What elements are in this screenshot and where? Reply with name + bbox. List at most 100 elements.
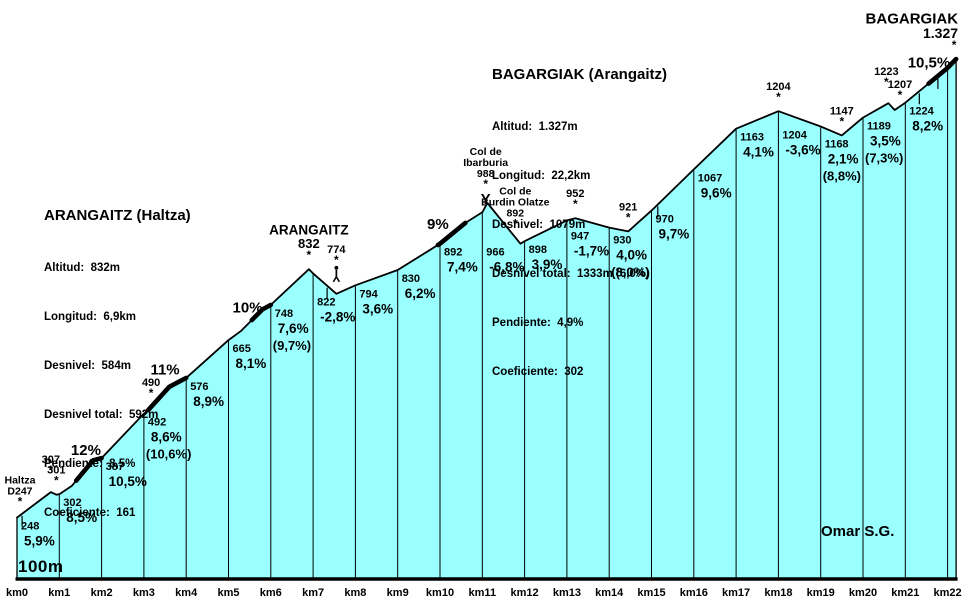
figure-icon	[335, 276, 341, 283]
max-gradient-label: (10,6%)	[146, 447, 192, 462]
altitude-label: 492	[148, 417, 166, 429]
altitude-label: 966	[486, 247, 504, 259]
callout-label: Col de	[470, 146, 502, 158]
figure-icon	[332, 276, 338, 283]
km-axis-label: km21	[891, 587, 919, 599]
km-axis-label: km1	[48, 587, 70, 599]
gradient-label: 7,6%	[278, 321, 309, 336]
callout-label: Col de	[499, 185, 531, 197]
callout-label: 1204	[766, 81, 791, 93]
gradient-label: 8,6%	[151, 430, 182, 445]
steep-section	[435, 220, 468, 248]
gradient-label: 8,5%	[66, 510, 97, 525]
max-gradient-label: (7,3%)	[865, 151, 903, 166]
baseline-altitude-label: 100m	[18, 557, 64, 576]
max-gradient-label: (8,0%)	[611, 264, 649, 279]
altitude-label: 1168	[825, 138, 849, 150]
point-marker-asterisk: *	[840, 114, 845, 128]
km-axis-label: km3	[133, 587, 155, 599]
gradient-label: -6,8%	[489, 260, 524, 275]
gradient-label: 9,6%	[701, 185, 732, 200]
km-axis-label: km19	[807, 587, 835, 599]
gradient-label: 3,6%	[362, 301, 393, 316]
point-marker-asterisk: *	[49, 463, 54, 477]
steep-grade-label: 12%	[71, 442, 101, 459]
point-marker-asterisk: *	[307, 248, 312, 262]
km-axis-label: km9	[387, 587, 409, 599]
altitude-label: 970	[656, 214, 674, 226]
arangaitz-info-title: ARANGAITZ (Haltza)	[44, 207, 191, 224]
bagargiak-info-title: BAGARGIAK (Arangaitz)	[492, 66, 667, 83]
point-marker-asterisk: *	[54, 474, 59, 488]
steep-grade-label: 10,5%	[908, 54, 951, 71]
callout-label: 774	[327, 244, 346, 256]
gradient-label: -2,8%	[320, 310, 355, 325]
bagargiak-stat-coeficiente: Coeficiente: 302	[492, 366, 584, 378]
altitude-label: 665	[233, 343, 251, 355]
km-axis-label: km5	[217, 587, 239, 599]
point-marker-asterisk: *	[898, 88, 903, 102]
arangaitz-stat-longitud: Longitud: 6,9km	[44, 311, 136, 323]
km-axis-label: km7	[302, 587, 324, 599]
km-axis-label: km13	[553, 587, 581, 599]
altitude-label: 1189	[867, 121, 891, 133]
callout-label: 301	[47, 465, 65, 477]
point-marker-asterisk: *	[884, 75, 889, 89]
figure-icon	[334, 265, 339, 270]
altitude-label: 794	[359, 288, 378, 300]
altitude-label: 822	[317, 297, 335, 309]
altitude-label: 387	[106, 461, 124, 473]
gradient-label: 9,7%	[659, 227, 690, 242]
signpost-icon: Y	[481, 191, 491, 208]
km-axis-label: km17	[722, 587, 750, 599]
gradient-label: 2,1%	[828, 151, 859, 166]
callout-label: 1147	[830, 105, 854, 117]
gradient-label: 7,4%	[447, 260, 478, 275]
gradient-label: 3,5%	[870, 134, 901, 149]
callout-label: 1.327	[923, 25, 958, 41]
altitude-label: 1067	[698, 172, 722, 184]
km-axis-label: km20	[849, 587, 877, 599]
bagargiak-stat-altitud: Altitud: 1.327m	[492, 121, 578, 133]
gradient-label: 8,2%	[912, 119, 943, 134]
bagargiak-info-block: BAGARGIAK (Arangaitz) Altitud: 1.327m Lo…	[492, 31, 667, 415]
arangaitz-stat-pendiente: Pendiente: 8,5%	[44, 458, 136, 470]
arangaitz-stat-desnivel-total: Desnivel total: 592m	[44, 409, 159, 421]
max-gradient-label: (8,8%)	[823, 168, 861, 183]
arangaitz-stat-desnivel: Desnivel: 584m	[44, 360, 131, 372]
km-axis-label: km16	[680, 587, 708, 599]
bagargiak-stat-longitud: Longitud: 22,2km	[492, 170, 591, 182]
callout-label: Burdin Olatze	[481, 196, 549, 208]
point-marker-asterisk: *	[334, 253, 339, 267]
point-marker-asterisk: *	[626, 210, 631, 224]
altitude-label: 1224	[909, 106, 934, 118]
point-marker-asterisk: *	[483, 177, 488, 191]
altitude-label: 892	[444, 247, 462, 259]
bagargiak-stat-desnivel: Desnivel: 1079m	[492, 219, 586, 231]
max-gradient-label: (9,7%)	[273, 338, 311, 353]
point-marker-asterisk: *	[776, 90, 781, 104]
author-watermark: Omar S.G.	[821, 523, 895, 540]
gradient-label: 8,9%	[193, 394, 224, 409]
altitude-label: 576	[190, 381, 208, 393]
point-marker-asterisk: *	[149, 386, 154, 400]
km-axis-label: km18	[764, 587, 792, 599]
gradient-label: 4,1%	[743, 145, 774, 160]
gradient-label: 6,2%	[405, 286, 436, 301]
km-axis-label: km12	[511, 587, 539, 599]
altitude-label: 830	[402, 273, 420, 285]
km-axis-label: km14	[595, 587, 624, 599]
callout-label: 490	[142, 377, 160, 389]
callout-label: ARANGAITZ	[269, 223, 349, 238]
arangaitz-info-block: ARANGAITZ (Haltza) Altitud: 832m Longitu…	[44, 172, 191, 556]
altitude-label: 1204	[782, 130, 807, 142]
callout-label: Ibarburia	[463, 157, 508, 169]
point-marker-asterisk: *	[18, 494, 23, 508]
callout-label: 988	[477, 168, 495, 180]
km-axis-label: km0	[6, 587, 28, 599]
km-axis-label: km6	[260, 587, 282, 599]
km-axis-label: km15	[637, 587, 665, 599]
altitude-label: 748	[275, 308, 293, 320]
